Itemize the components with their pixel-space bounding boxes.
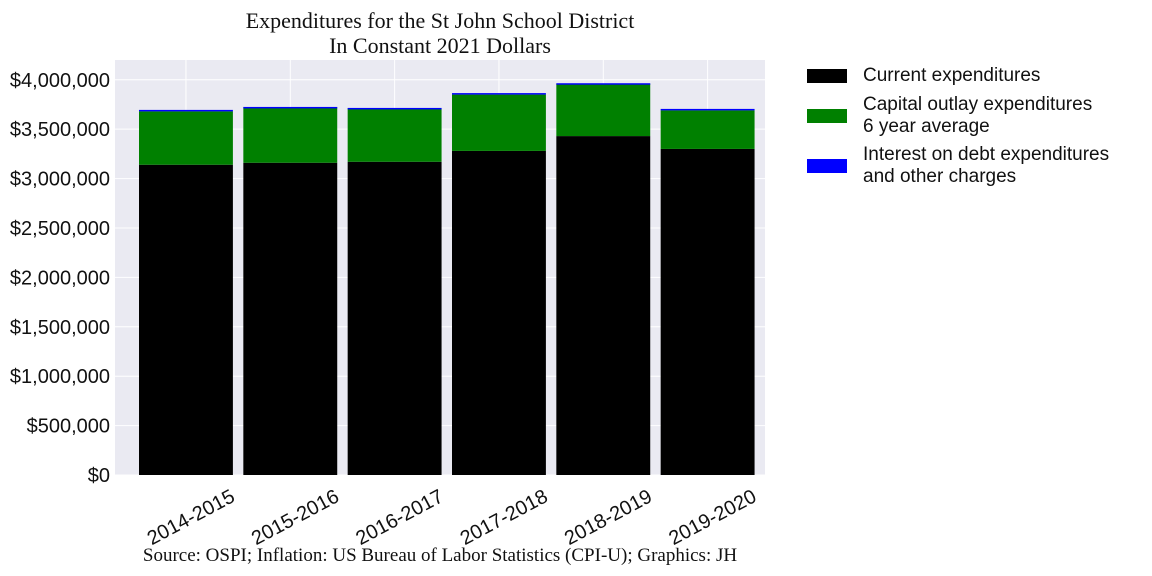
y-tick-label: $3,000,000 (10, 169, 110, 191)
plot-area: $0 $500,000 $1,000,000 $1,500,000 $2,000,000… (10, 60, 765, 550)
y-tick-label: $4,000,000 (10, 70, 110, 92)
bar-interest-2019-2020 (660, 108, 755, 111)
bar-capital-2015-2016 (243, 107, 338, 163)
bar-interest-2014-2015 (139, 109, 233, 112)
bar-capital-2018-2019 (556, 83, 651, 137)
legend-label-capital: 6 year average (863, 116, 990, 137)
bar-interest-2015-2016 (243, 106, 338, 109)
chart-title-line-1: Expenditures for the St John School Dist… (246, 8, 635, 33)
x-tick-label: 2015-2016 (248, 486, 343, 550)
bar-current-2018-2019 (556, 136, 651, 476)
bar-interest-2016-2017 (347, 107, 442, 110)
y-tick-label: $3,500,000 (10, 119, 110, 141)
bar-capital-2014-2015 (139, 111, 233, 165)
bar-interest-2018-2019 (556, 83, 651, 85)
legend-swatch-current (807, 69, 847, 83)
x-tick-label: 2019-2020 (665, 486, 760, 550)
y-tick-label: $1,000,000 (10, 366, 110, 388)
x-tick-label: 2018-2019 (561, 486, 656, 550)
y-tick-label: $2,500,000 (10, 218, 110, 240)
legend: Current expenditures Capital outlay expen… (807, 65, 1109, 187)
source-caption: Source: OSPI; Inflation: US Bureau of La… (143, 545, 737, 566)
bar-capital-2017-2018 (452, 94, 546, 151)
y-tick-label: $500,000 (27, 416, 110, 438)
bar-capital-2016-2017 (347, 108, 442, 162)
bar-current-2016-2017 (347, 161, 442, 475)
legend-swatch-capital (807, 109, 847, 123)
legend-label-current: Current expenditures (863, 65, 1040, 86)
legend-label-interest: Interest on debt expenditures (863, 144, 1109, 165)
bar-interest-2017-2018 (452, 93, 546, 95)
x-tick-label: 2014-2015 (144, 486, 239, 550)
chart-title-line-2: In Constant 2021 Dollars (329, 33, 551, 58)
y-tick-label: $1,500,000 (10, 317, 110, 339)
bar-current-2015-2016 (243, 162, 338, 475)
y-tick-label: $0 (88, 465, 110, 487)
x-tick-label: 2017-2018 (457, 486, 552, 550)
bar-current-2019-2020 (660, 148, 755, 475)
legend-label-interest: and other charges (863, 166, 1016, 187)
bar-current-2017-2018 (452, 150, 546, 475)
legend-label-capital: Capital outlay expenditures (863, 94, 1092, 115)
x-tick-label: 2016-2017 (352, 486, 447, 550)
legend-swatch-interest (807, 159, 847, 173)
y-tick-label: $2,000,000 (10, 267, 110, 289)
bar-capital-2019-2020 (660, 110, 755, 149)
bar-current-2014-2015 (139, 164, 233, 475)
